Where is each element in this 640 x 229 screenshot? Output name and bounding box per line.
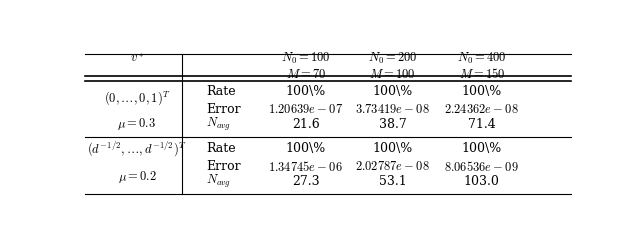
Text: $3.73419e - 08$: $3.73419e - 08$ bbox=[355, 102, 430, 115]
Text: $(0,\ldots,0,1)^T$: $(0,\ldots,0,1)^T$ bbox=[104, 89, 170, 107]
Text: $(d^{-1/2},\ldots,d^{-1/2})^T$: $(d^{-1/2},\ldots,d^{-1/2})^T$ bbox=[87, 139, 187, 158]
Text: 100\%: 100\% bbox=[285, 142, 326, 155]
Text: 100\%: 100\% bbox=[461, 85, 502, 97]
Text: 53.1: 53.1 bbox=[379, 174, 406, 187]
Text: 100\%: 100\% bbox=[461, 142, 502, 155]
Text: $1.20639e - 07$: $1.20639e - 07$ bbox=[268, 102, 343, 115]
Text: Rate: Rate bbox=[207, 85, 236, 97]
Text: 38.7: 38.7 bbox=[379, 117, 406, 130]
Text: 103.0: 103.0 bbox=[464, 174, 500, 187]
Text: Error: Error bbox=[207, 159, 241, 172]
Text: 100\%: 100\% bbox=[372, 85, 413, 97]
Text: Rate: Rate bbox=[207, 142, 236, 155]
Text: $M = 150$: $M = 150$ bbox=[458, 67, 505, 81]
Text: $1.34745e - 06$: $1.34745e - 06$ bbox=[268, 159, 343, 173]
Text: 27.3: 27.3 bbox=[292, 174, 319, 187]
Text: $\mu = 0.3$: $\mu = 0.3$ bbox=[118, 116, 157, 131]
Text: 71.4: 71.4 bbox=[468, 117, 495, 130]
Text: $M = 70$: $M = 70$ bbox=[285, 67, 326, 80]
Text: $8.06536e - 09$: $8.06536e - 09$ bbox=[444, 159, 519, 173]
Text: $N_{avg}$: $N_{avg}$ bbox=[207, 115, 232, 132]
Text: $2.24362e - 08$: $2.24362e - 08$ bbox=[444, 102, 519, 115]
Text: $2.02787e - 08$: $2.02787e - 08$ bbox=[355, 159, 430, 172]
Text: $\mu = 0.2$: $\mu = 0.2$ bbox=[118, 169, 157, 184]
Text: $N_0 = 200$: $N_0 = 200$ bbox=[368, 50, 417, 65]
Text: $N_0 = 400$: $N_0 = 400$ bbox=[457, 50, 506, 65]
Text: $N_0 = 100$: $N_0 = 100$ bbox=[281, 50, 330, 65]
Text: 100\%: 100\% bbox=[372, 142, 413, 155]
Text: $N_{avg}$: $N_{avg}$ bbox=[207, 172, 232, 189]
Text: $M = 100$: $M = 100$ bbox=[369, 67, 416, 80]
Text: $v^*$: $v^*$ bbox=[130, 52, 144, 64]
Text: Error: Error bbox=[207, 102, 241, 115]
Text: 100\%: 100\% bbox=[285, 85, 326, 97]
Text: 21.6: 21.6 bbox=[292, 117, 319, 130]
